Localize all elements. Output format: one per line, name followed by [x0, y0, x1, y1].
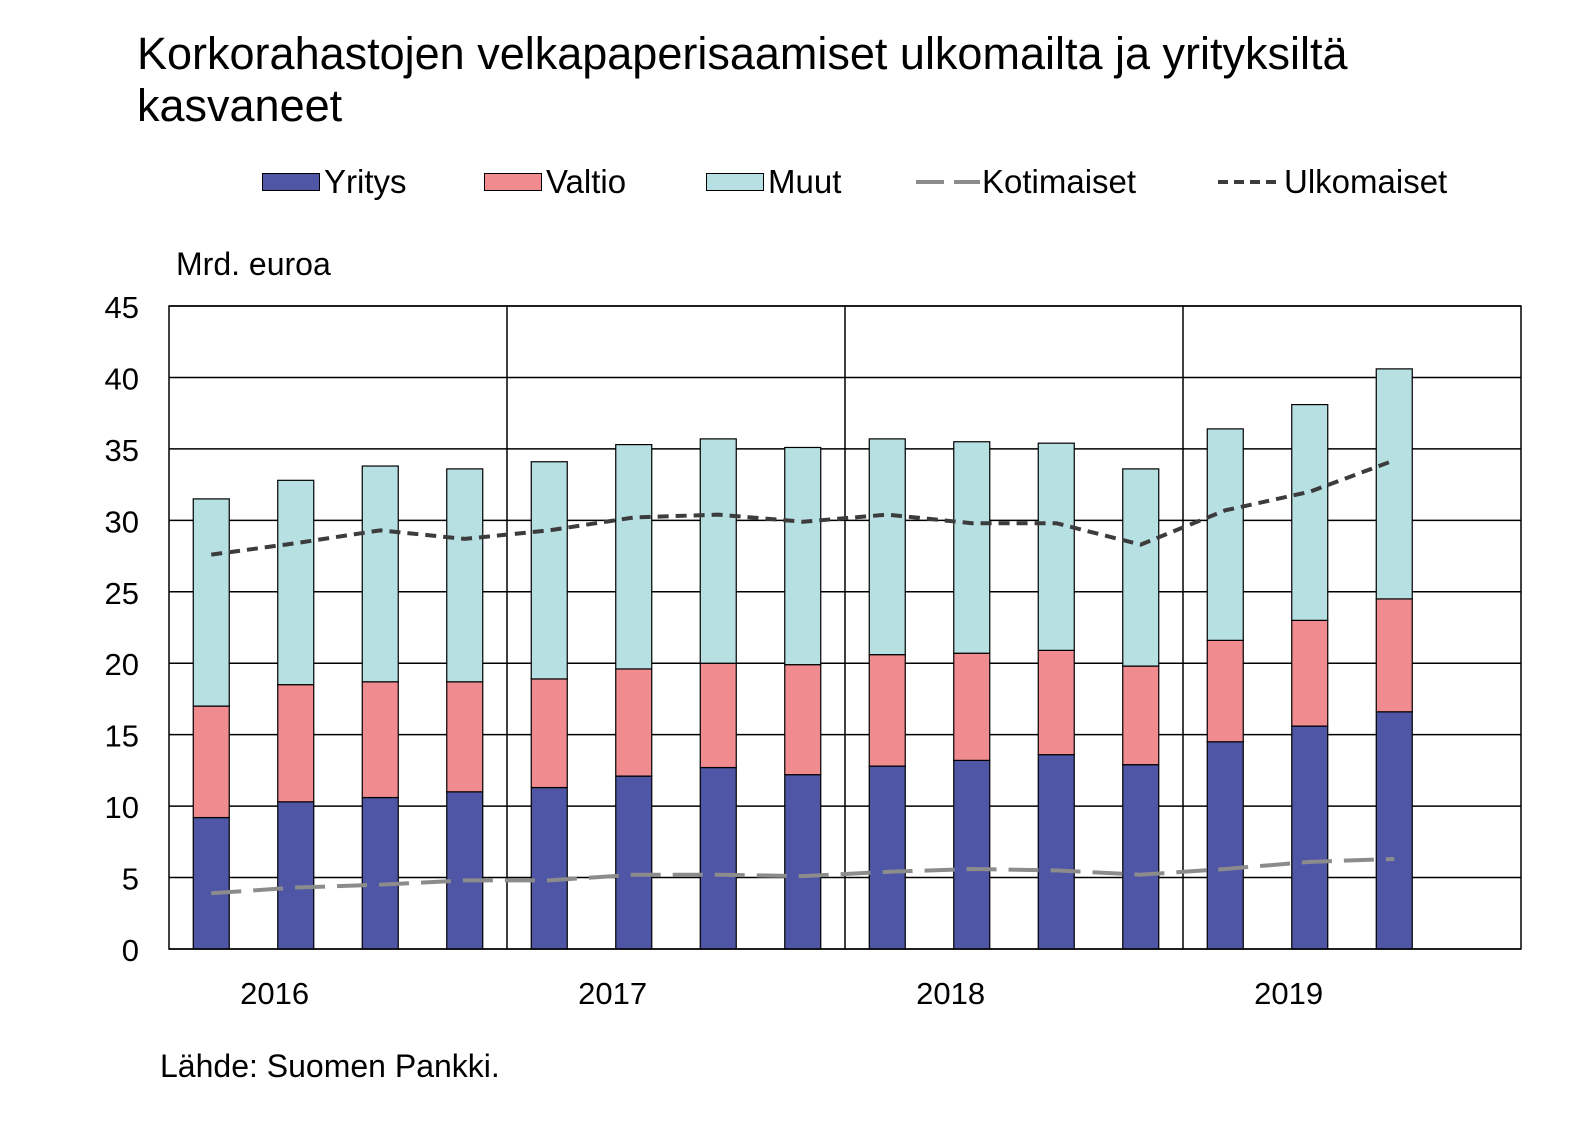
- bar-valtio-2019Q1: [1206, 639, 1244, 743]
- y-tick-label: 0: [122, 933, 139, 968]
- x-year-label: 2016: [240, 976, 309, 1011]
- y-tick-label: 40: [105, 361, 139, 396]
- bar-muut-2018Q3: [1037, 442, 1075, 651]
- bar-yritys-2019Q1: [1206, 741, 1244, 950]
- bar-muut-2016Q4: [446, 468, 484, 683]
- bar-yritys-2016Q3: [361, 796, 399, 950]
- legend-swatch-valtio: [484, 173, 542, 191]
- plot-frame: [168, 305, 1522, 950]
- bar-valtio-2017Q4: [784, 664, 822, 776]
- y-tick-label: 25: [105, 576, 139, 611]
- bar-muut-2019Q3: [1375, 368, 1413, 600]
- y-tick-label: 30: [105, 504, 139, 539]
- bar-valtio-2017Q1: [530, 678, 568, 789]
- bar-valtio-2019Q3: [1375, 598, 1413, 713]
- bar-yritys-2018Q1: [868, 765, 906, 950]
- bar-yritys-2017Q4: [784, 774, 822, 950]
- bar-yritys-2017Q1: [530, 786, 568, 950]
- bar-yritys-2017Q3: [699, 766, 737, 950]
- bar-yritys-2017Q2: [615, 775, 653, 950]
- y-tick-label: 5: [122, 862, 139, 897]
- bar-yritys-2016Q2: [277, 801, 315, 950]
- legend-swatch-muut: [706, 173, 764, 191]
- legend-item-yritys: Yritys: [262, 160, 407, 204]
- source-note: Lähde: Suomen Pankki.: [160, 1048, 500, 1084]
- legend-item-muut: Muut: [706, 160, 841, 204]
- legend-label-muut: Muut: [768, 163, 842, 200]
- bar-yritys-2019Q2: [1291, 725, 1329, 950]
- legend-swatch-yritys: [262, 173, 320, 191]
- legend-label-valtio: Valtio: [546, 163, 627, 200]
- y-tick-label: 10: [105, 790, 139, 825]
- legend-label-yritys: Yritys: [324, 163, 407, 200]
- bar-yritys-2018Q2: [953, 759, 991, 950]
- x-year-label: 2019: [1254, 976, 1323, 1011]
- legend-item-valtio: Valtio: [484, 160, 626, 204]
- bar-muut-2017Q3: [699, 438, 737, 664]
- bar-valtio-2018Q4: [1122, 665, 1160, 766]
- x-year-label: 2017: [578, 976, 647, 1011]
- bar-muut-2019Q1: [1206, 428, 1244, 641]
- y-axis-unit-label: Mrd. euroa: [176, 246, 331, 282]
- bar-valtio-2016Q4: [446, 681, 484, 793]
- bar-valtio-2018Q1: [868, 654, 906, 767]
- bar-yritys-2018Q3: [1037, 754, 1075, 950]
- bar-muut-2017Q2: [615, 444, 653, 670]
- bar-valtio-2016Q1: [192, 705, 230, 819]
- bar-valtio-2016Q3: [361, 681, 399, 799]
- bar-muut-2016Q3: [361, 465, 399, 683]
- bar-muut-2016Q1: [192, 498, 230, 707]
- bar-valtio-2019Q2: [1291, 619, 1329, 727]
- bar-yritys-2019Q3: [1375, 711, 1413, 950]
- bars: [192, 368, 1413, 950]
- legend-label-kotimaiset: Kotimaiset: [982, 163, 1137, 200]
- bar-valtio-2016Q2: [277, 684, 315, 803]
- bar-muut-2018Q2: [953, 441, 991, 654]
- legend-item-ulkomaiset: Ulkomaiset: [1218, 160, 1447, 204]
- legend-line-ulkomaiset: [1218, 180, 1282, 184]
- bar-muut-2018Q4: [1122, 468, 1160, 667]
- bar-yritys-2018Q4: [1122, 764, 1160, 950]
- chart-legend: Yritys Valtio Muut Kotimaiset Ulkomaiset: [0, 160, 1574, 204]
- y-tick-label: 35: [105, 433, 139, 468]
- chart-title: Korkorahastojen velkapaperisaamiset ulko…: [137, 28, 1348, 131]
- y-tick-label: 20: [105, 647, 139, 682]
- x-year-label: 2018: [916, 976, 985, 1011]
- bar-muut-2019Q2: [1291, 403, 1329, 621]
- bar-valtio-2017Q2: [615, 668, 653, 777]
- bar-muut-2018Q1: [868, 438, 906, 656]
- bar-muut-2017Q1: [530, 461, 568, 680]
- legend-label-ulkomaiset: Ulkomaiset: [1284, 163, 1448, 200]
- bar-valtio-2018Q3: [1037, 649, 1075, 756]
- bar-yritys-2016Q1: [192, 816, 230, 950]
- bar-valtio-2018Q2: [953, 652, 991, 761]
- legend-item-kotimaiset: Kotimaiset: [916, 160, 1136, 204]
- bar-valtio-2017Q3: [699, 662, 737, 769]
- bar-yritys-2016Q4: [446, 791, 484, 950]
- y-tick-label: 15: [105, 719, 139, 754]
- y-tick-label: 45: [105, 290, 139, 325]
- legend-line-kotimaiset: [916, 180, 980, 184]
- bar-muut-2016Q2: [277, 479, 315, 686]
- bar-muut-2017Q4: [784, 446, 822, 666]
